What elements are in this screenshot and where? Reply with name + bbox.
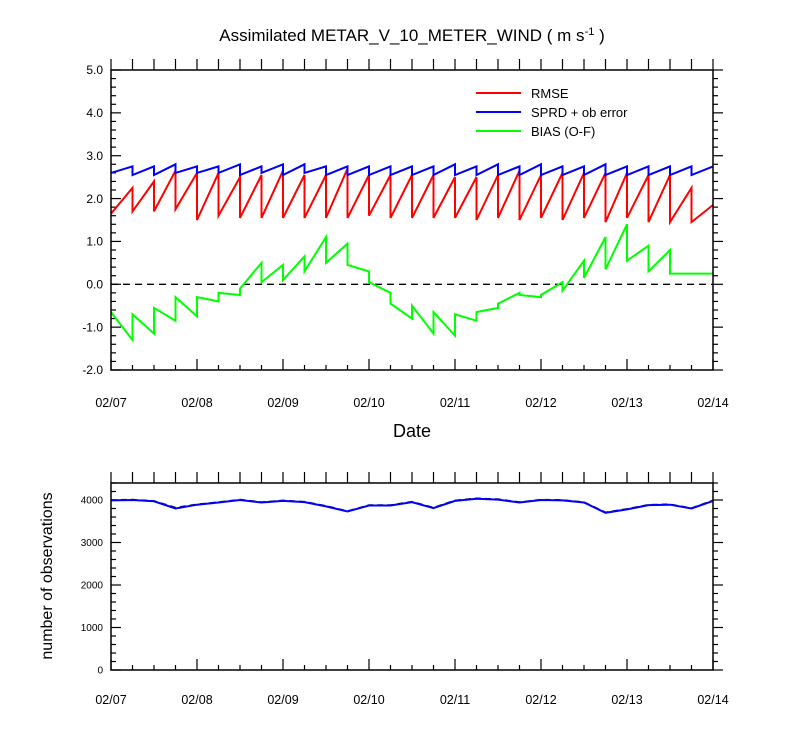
x-axis-label: Date: [393, 421, 431, 441]
legend-label: BIAS (O-F): [531, 124, 595, 139]
top-y-tick-labels: -2.0 -1.0 0.0 1.0 2.0 3.0 4.0 5.0: [82, 63, 103, 377]
y-tick-label: 1000: [81, 623, 104, 634]
x-tick-label: 02/11: [440, 693, 470, 707]
x-tick-label: 02/14: [697, 693, 728, 707]
x-tick-label: 02/13: [611, 693, 642, 707]
x-tick-label: 02/12: [525, 396, 556, 410]
y-tick-label: 1.0: [86, 235, 103, 249]
y-tick-label: 5.0: [86, 63, 103, 77]
top-plot-frame: [110, 69, 714, 371]
x-tick-label: 02/08: [181, 693, 212, 707]
x-tick-label: 02/07: [95, 396, 126, 410]
y-tick-label: -2.0: [82, 363, 103, 377]
top-panel: Assimilated METAR_V_10_METER_WIND ( m s-…: [82, 26, 728, 441]
series-line-obs-1: [110, 497, 714, 514]
x-tick-label: 02/09: [267, 396, 298, 410]
legend-label: SPRD + ob error: [531, 105, 628, 120]
top-series: [110, 162, 714, 343]
series-line-bias-o-f: [110, 223, 713, 343]
series-line-sprd-ob-error: [110, 162, 714, 177]
top-x-tick-labels: 02/07 02/08 02/09 02/10 02/11 02/12 02/13 02/14: [95, 396, 728, 410]
legend-label: RMSE: [531, 86, 569, 101]
x-tick-label: 02/13: [611, 396, 642, 410]
y-tick-label: 0: [97, 666, 103, 677]
y-tick-label: 4.0: [86, 106, 103, 120]
x-tick-label: 02/08: [181, 396, 212, 410]
series-line-rmse: [110, 168, 714, 226]
y-tick-label: 2000: [81, 581, 104, 592]
x-tick-label: 02/11: [440, 396, 470, 410]
bottom-x-tick-labels: 02/07 02/08 02/09 02/10 02/11 02/12 02/13 02/14: [95, 693, 728, 707]
y-tick-label: 3.0: [86, 149, 103, 163]
y-tick-label: 3000: [81, 538, 104, 549]
bottom-ticks: [110, 472, 723, 671]
legend: RMSE SPRD + ob error BIAS (O-F): [476, 86, 628, 139]
chart-title-units-end: ): [594, 26, 604, 45]
chart-title-main: Assimilated METAR_V_10_METER_WIND: [219, 26, 542, 45]
x-tick-label: 02/10: [353, 396, 384, 410]
x-tick-label: 02/14: [697, 396, 728, 410]
top-ticks: [110, 59, 723, 371]
bottom-y-tick-labels: 0 1000 2000 3000 4000: [81, 496, 104, 677]
y-tick-label: 0.0: [86, 277, 103, 291]
chart-title-units: ( m s: [547, 26, 585, 45]
x-tick-label: 02/12: [525, 693, 556, 707]
chart-title: Assimilated METAR_V_10_METER_WIND ( m s-…: [219, 26, 604, 45]
x-tick-label: 02/09: [267, 693, 298, 707]
x-tick-label: 02/07: [95, 693, 126, 707]
y-axis-label-observations: number of observations: [39, 492, 56, 659]
y-tick-label: -1.0: [82, 320, 103, 334]
y-tick-label: 4000: [81, 496, 104, 507]
y-tick-label: 2.0: [86, 192, 103, 206]
bottom-plot-frame: [110, 482, 714, 671]
bottom-series: [110, 497, 714, 514]
chart-title-units-sup: -1: [585, 26, 595, 38]
x-tick-label: 02/10: [353, 693, 384, 707]
